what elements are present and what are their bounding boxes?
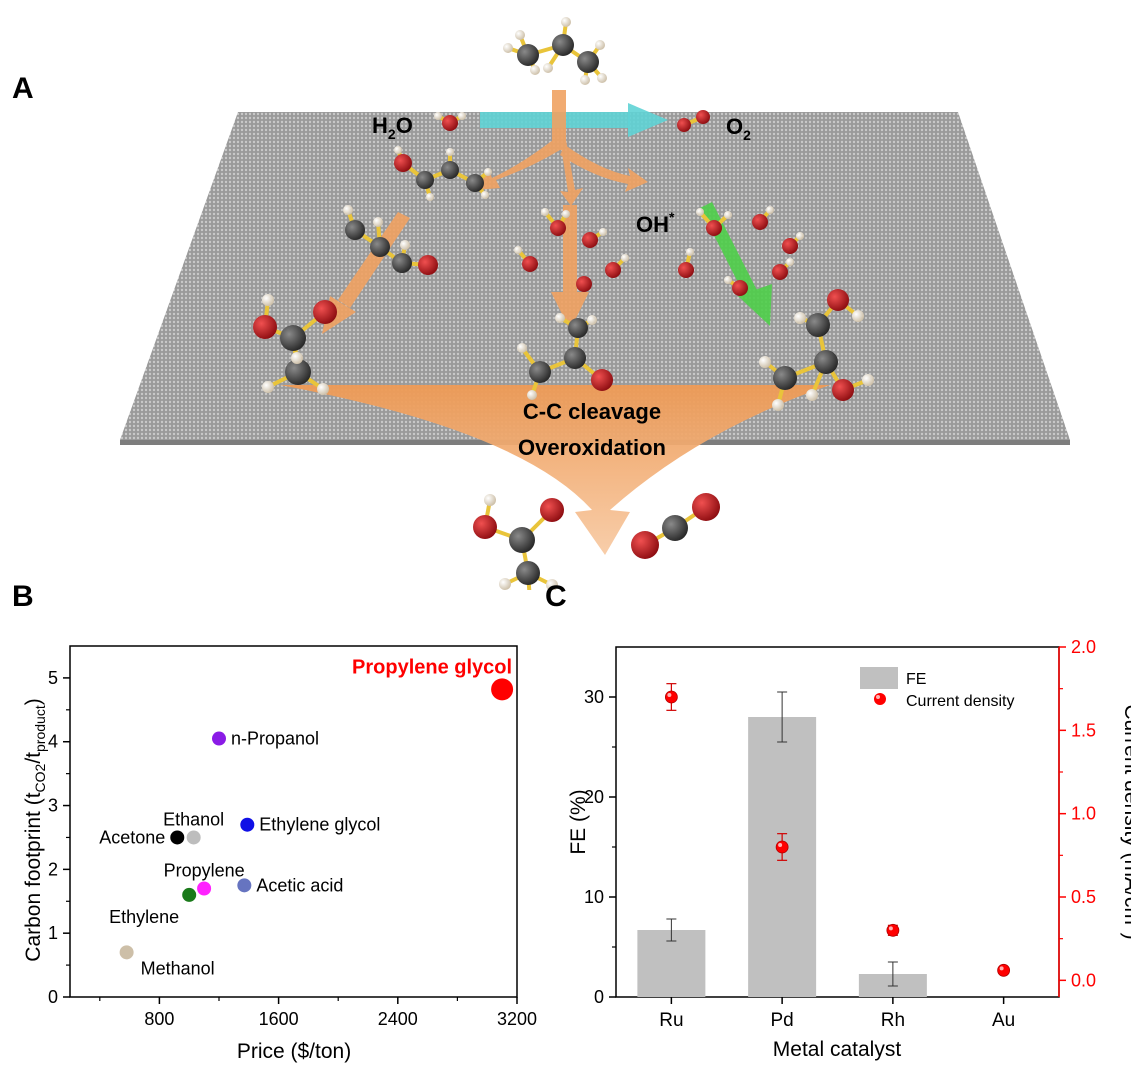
legend-fe-label: FE (906, 671, 926, 688)
molecule-5 (253, 294, 337, 395)
scatter-point (170, 830, 185, 845)
bar-category-label: Au (992, 1010, 1015, 1031)
fe-bar (637, 930, 706, 997)
bar-right-axis-title: Current density (mA/cm2) (1120, 704, 1131, 939)
bar-y-tick-label: 30 (584, 687, 604, 707)
molecule-7 (517, 313, 613, 400)
overoxidation-text: Overoxidation (518, 435, 666, 460)
right-y-tick-label: 0.0 (1071, 970, 1096, 990)
bar-category-label: Pd (771, 1010, 794, 1031)
legend-fe-swatch (860, 667, 898, 689)
scatter-point-label: Acetone (99, 827, 165, 847)
current-density-point (775, 840, 789, 854)
molecule-10 (473, 494, 564, 590)
scatter-point-label: Propylene (164, 861, 245, 881)
scatter-point (237, 878, 252, 893)
bar-chart-legend: FE Current density (860, 667, 1015, 710)
scatter-point-label: Ethylene glycol (259, 815, 380, 835)
molecule-3 (394, 146, 492, 201)
right-y-tick-label: 1.5 (1071, 720, 1096, 740)
scatter-point-label: n-Propanol (231, 729, 319, 749)
scatter-chart: 800 1600 2400 3200 0 1 2 3 4 5 Propylene glycol n-… (22, 645, 537, 1063)
scatter-y-tick-label: 3 (48, 796, 58, 816)
scatter-plot-frame (69, 645, 518, 998)
bar-x-axis-title: Metal catalyst (773, 1038, 902, 1061)
scatter-point-label: Methanol (141, 958, 215, 978)
fe-bar (748, 717, 817, 997)
current-density-point (886, 923, 900, 937)
scatter-x-tick-label: 1600 (259, 1009, 299, 1029)
scatter-y-tick-label: 2 (48, 859, 58, 879)
legend-current-density-marker (874, 693, 886, 705)
scatter-y-axis-title: Carbon footprint (tCO2/tproduct) (22, 698, 48, 961)
scatter-point (212, 731, 226, 746)
molecule-9 (759, 289, 874, 411)
oxygen-label: O2 (726, 114, 751, 143)
cleavage-text: C-C cleavage (523, 399, 661, 424)
bar-chart: Ru Pd Rh Au 0 10 20 30 0.0 0.5 1.0 1.5 2.0 FE Curren… (567, 637, 1131, 1061)
molecule-6 (514, 208, 629, 292)
scatter-point (491, 678, 514, 701)
right-y-tick-label: 2.0 (1071, 637, 1096, 657)
right-y-tick-label: 1.0 (1071, 804, 1096, 824)
molecule-11 (631, 493, 720, 559)
current-density-point (664, 690, 678, 704)
panel-c-label: C (545, 580, 567, 613)
fan-arrow (280, 385, 830, 555)
scatter-y-tick-label: 0 (48, 987, 58, 1007)
reaction-scheme: H2O O2 OH* C-C cleavage Overoxidation (120, 17, 1070, 590)
bar-category-label: Ru (659, 1010, 683, 1031)
scatter-y-tick-label: 4 (48, 732, 58, 752)
panel-b-label: B (12, 580, 34, 613)
molecule-4 (343, 205, 438, 275)
panel-a-label: A (12, 72, 34, 105)
molecule-2 (677, 110, 710, 132)
bar-y-tick-label: 20 (584, 787, 604, 807)
scatter-point-label: Acetic acid (256, 875, 343, 895)
scatter-point-label: Ethanol (163, 809, 224, 829)
molecule-1 (434, 112, 466, 131)
molecule-8 (678, 206, 804, 296)
right-y-tick-label: 0.5 (1071, 887, 1096, 907)
bar-plot-frame (615, 646, 1060, 998)
bar-y-axis-title: FE (%) (567, 789, 590, 854)
bar-y-tick-label: 10 (584, 887, 604, 907)
water-label: H2O (372, 113, 413, 142)
bar-category-label: Rh (881, 1010, 905, 1031)
scatter-point (186, 830, 201, 845)
scatter-x-tick-label: 800 (144, 1009, 174, 1029)
scatter-x-tick-label: 2400 (378, 1009, 418, 1029)
legend-current-density-label: Current density (906, 693, 1015, 710)
scatter-x-tick-label: 3200 (497, 1009, 537, 1029)
scatter-x-axis-title: Price ($/ton) (237, 1040, 351, 1063)
scatter-point (119, 945, 134, 960)
bar-y-tick-label: 0 (594, 987, 604, 1007)
scatter-point-label: Ethylene (109, 907, 179, 927)
scatter-point-label: Propylene glycol (352, 656, 512, 678)
molecules (253, 17, 874, 590)
hydroxyl-label: OH* (636, 209, 675, 237)
scatter-point (240, 817, 255, 832)
scatter-y-tick-label: 5 (48, 668, 58, 688)
fe-bar (858, 974, 927, 997)
scatter-y-tick-label: 1 (48, 923, 58, 943)
scatter-point (197, 881, 212, 896)
current-density-point (997, 963, 1011, 977)
molecule-0 (503, 17, 607, 85)
scatter-point (182, 887, 197, 902)
